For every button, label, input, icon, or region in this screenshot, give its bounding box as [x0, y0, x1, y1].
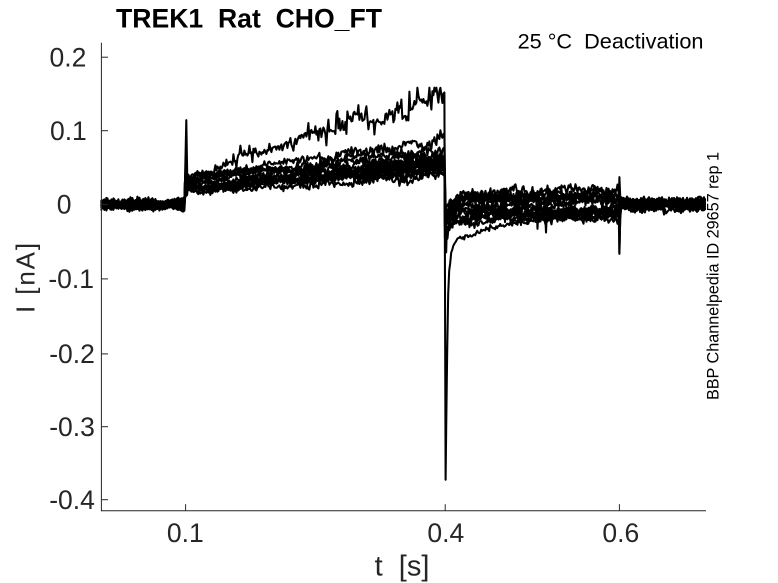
svg-text:0.6: 0.6 — [602, 518, 639, 548]
svg-text:0.1: 0.1 — [167, 518, 204, 548]
svg-text:I [nA]: I [nA] — [11, 241, 41, 313]
svg-text:-0.2: -0.2 — [49, 339, 95, 369]
svg-text:t [s]: t [s] — [375, 550, 430, 582]
svg-text:-0.1: -0.1 — [48, 264, 94, 294]
svg-text:0.1: 0.1 — [50, 116, 87, 146]
svg-text:25 °C Deactivation: 25 °C Deactivation — [518, 28, 704, 53]
svg-text:0.4: 0.4 — [427, 518, 464, 548]
svg-text:BBP Channelpedia ID 29657 rep: BBP Channelpedia ID 29657 rep 1 — [705, 152, 723, 400]
svg-text:-0.4: -0.4 — [49, 485, 95, 515]
svg-text:-0.3: -0.3 — [49, 412, 95, 442]
svg-text:0.2: 0.2 — [50, 42, 87, 72]
svg-text:0: 0 — [57, 190, 72, 220]
svg-text:TREK1 Rat CHO_FT: TREK1 Rat CHO_FT — [116, 4, 382, 34]
